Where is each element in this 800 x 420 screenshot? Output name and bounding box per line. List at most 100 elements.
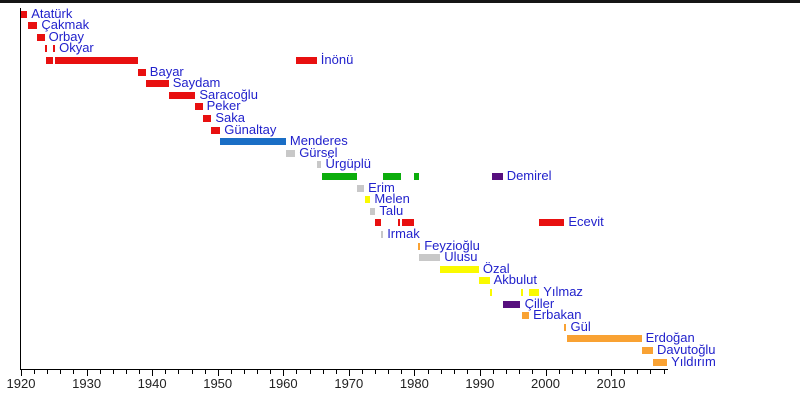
term-bar-erbakan-0 <box>522 312 530 320</box>
term-bar-menderes-0 <box>220 138 286 146</box>
axis-tick-major-1980 <box>414 370 416 376</box>
axis-tick-minor-1944 <box>178 370 180 374</box>
label-menderes: Menderes <box>289 133 348 149</box>
term-bar-akbulut-0 <box>478 277 490 285</box>
axis-tick-minor-1936 <box>125 370 127 374</box>
label-saracoglu: Saracoğlu <box>199 86 258 102</box>
axis-tick-minor-1922 <box>34 370 36 374</box>
term-bar-inonu-1 <box>54 56 138 64</box>
axis-tick-minor-1954 <box>243 370 245 374</box>
term-bar-yilmaz-2 <box>529 288 540 296</box>
term-bar-feyzioglu-0 <box>418 242 421 250</box>
label-irmak: Irmak <box>387 225 420 241</box>
axis-tick-minor-2006 <box>584 370 586 374</box>
axis-tick-minor-1982 <box>427 370 429 374</box>
y-axis-line <box>20 8 21 370</box>
axis-tick-minor-1926 <box>60 370 62 374</box>
term-bar-ozal-0 <box>440 265 479 273</box>
term-bar-melen-0 <box>364 196 371 204</box>
axis-label-1950: 1950 <box>203 376 233 391</box>
axis-label-1990: 1990 <box>465 376 495 391</box>
axis-tick-minor-1968 <box>335 370 337 374</box>
term-bar-bayar-0 <box>137 68 146 76</box>
label-saka: Saka <box>215 109 246 125</box>
axis-tick-minor-1996 <box>519 370 521 374</box>
term-bar-yilmaz-1 <box>520 288 523 296</box>
axis-tick-major-1960 <box>283 370 285 376</box>
top-border <box>0 0 800 3</box>
axis-tick-major-1970 <box>348 370 350 376</box>
axis-tick-minor-1974 <box>375 370 376 374</box>
label-saydam: Saydam <box>172 75 221 91</box>
label-gunaltay: Günaltay <box>224 121 277 137</box>
axis-tick-minor-1924 <box>47 370 49 374</box>
label-peker: Peker <box>206 98 241 114</box>
axis-tick-minor-2012 <box>624 370 626 374</box>
axis-tick-minor-2018 <box>663 370 665 374</box>
label-feyzioglu: Feyzioğlu <box>424 237 480 253</box>
axis-tick-minor-1988 <box>466 370 468 374</box>
axis-label-1940: 1940 <box>137 376 167 391</box>
label-ciller: Çiller <box>524 295 555 311</box>
axis-tick-minor-1984 <box>440 370 442 374</box>
label-inonu: İnönü <box>320 51 354 67</box>
term-bar-saka-0 <box>202 114 212 122</box>
label-orbay: Orbay <box>48 28 84 44</box>
axis-tick-minor-1966 <box>322 370 324 374</box>
term-bar-saracoglu-0 <box>168 91 196 99</box>
axis-tick-minor-1976 <box>388 370 390 374</box>
term-bar-ataturk-0 <box>21 10 28 18</box>
label-cakmak: Çakmak <box>41 17 90 33</box>
label-erdogan: Erdoğan <box>645 330 695 346</box>
axis-tick-minor-2016 <box>650 370 652 374</box>
term-bar-demirel-1 <box>383 172 402 180</box>
axis-label-2000: 2000 <box>531 376 560 391</box>
label-erbakan: Erbakan <box>533 307 582 323</box>
label-yildirim: Yıldırım <box>671 353 716 369</box>
term-bar-ulusu-0 <box>419 254 441 262</box>
term-bar-talu-0 <box>370 207 376 215</box>
label-demirel: Demirel <box>506 167 552 183</box>
term-bar-gul-0 <box>564 323 567 331</box>
label-yilmaz: Yılmaz <box>543 283 583 299</box>
label-ulusu: Ulusu <box>444 249 478 265</box>
axis-tick-minor-1928 <box>73 370 75 374</box>
axis-tick-minor-2008 <box>597 370 599 374</box>
axis-tick-major-2000 <box>545 370 547 376</box>
axis-label-1980: 1980 <box>399 376 429 391</box>
term-bar-demirel-0 <box>321 172 357 180</box>
axis-tick-major-1950 <box>217 370 219 376</box>
term-bar-ciller-0 <box>502 300 521 308</box>
label-urguplu: Ürgüplü <box>325 156 372 172</box>
axis-tick-minor-1978 <box>401 370 403 374</box>
label-akbulut: Akbulut <box>493 272 537 288</box>
axis-tick-minor-1948 <box>204 370 206 374</box>
axis-tick-minor-1964 <box>309 370 311 374</box>
term-bar-gursel-0 <box>285 149 296 157</box>
term-bar-ecevit-2 <box>401 219 414 227</box>
term-bar-ecevit-1 <box>397 219 400 227</box>
term-bar-davutoglu-0 <box>641 346 653 354</box>
axis-tick-major-1930 <box>86 370 88 376</box>
term-bar-yilmaz-0 <box>489 288 493 296</box>
term-bar-ecevit-3 <box>539 219 565 227</box>
label-gul: Gül <box>570 318 591 334</box>
axis-tick-major-1940 <box>152 370 154 376</box>
axis-tick-minor-1938 <box>139 370 140 374</box>
term-bar-urguplu-0 <box>316 161 322 169</box>
axis-tick-minor-1952 <box>230 370 232 374</box>
axis-label-1970: 1970 <box>334 376 364 391</box>
label-erim: Erim <box>368 179 395 195</box>
term-bar-irmak-0 <box>380 230 384 238</box>
term-bar-okyar-0 <box>44 45 47 53</box>
axis-label-1920: 1920 <box>6 376 36 391</box>
term-bar-okyar-1 <box>53 45 56 53</box>
term-bar-erdogan-0 <box>566 335 642 343</box>
term-bar-gunaltay-0 <box>211 126 221 134</box>
label-gursel: Gürsel <box>299 144 338 160</box>
label-talu: Talu <box>379 202 404 218</box>
axis-tick-major-2010 <box>611 370 612 376</box>
axis-tick-minor-1998 <box>532 370 534 374</box>
label-ecevit: Ecevit <box>568 214 604 230</box>
